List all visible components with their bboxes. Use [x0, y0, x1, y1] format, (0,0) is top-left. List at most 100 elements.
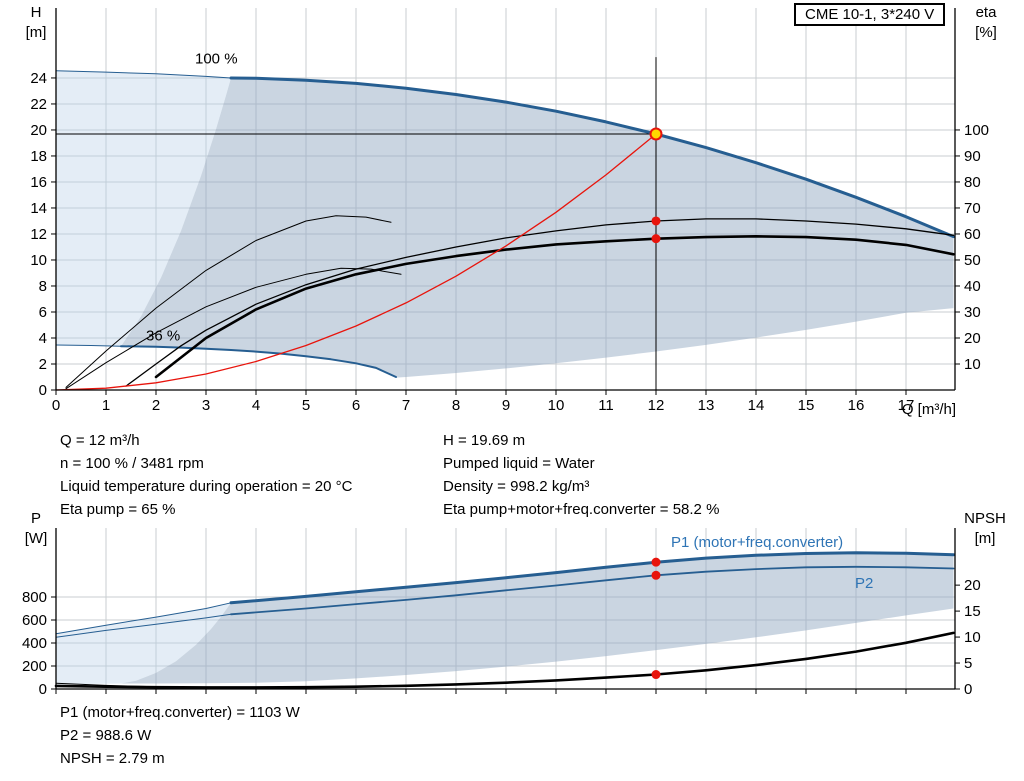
y-right-tick-label: 20	[964, 577, 981, 594]
p-axis-title: P	[30, 510, 41, 527]
y-left-tick-label: 400	[22, 635, 47, 652]
x-tick-label: 16	[848, 397, 865, 414]
x-tick-label: 4	[252, 397, 260, 414]
info-p1: P1 (motor+freq.converter) = 1103 W	[60, 704, 300, 721]
p2-duty-point	[651, 570, 661, 580]
q-axis-title: Q [m³/h]	[901, 401, 956, 418]
p2-curve	[230, 565, 955, 616]
power-envelope	[121, 552, 954, 684]
label-100pct: 100 %	[195, 51, 238, 68]
eta-reduced-speed-arc-a	[65, 215, 392, 388]
eta-total-point	[651, 234, 661, 244]
eta-pump-motor-freq-curve	[154, 235, 955, 379]
x-tick-label: 1	[102, 397, 110, 414]
axes: 0 200 400 600 800 0 5 10 15 20	[22, 528, 981, 698]
y-right-tick-label: 0	[964, 681, 972, 698]
y-left-tick-label: 800	[22, 589, 47, 606]
duty-info-right: H = 19.69 m Pumped liquid = Water Densit…	[443, 429, 719, 521]
info-liquid: Pumped liquid = Water	[443, 455, 595, 472]
duty-info-left: Q = 12 m³/h n = 100 % / 3481 rpm Liquid …	[60, 429, 352, 521]
x-tick-label: 12	[648, 397, 665, 414]
y-right-tick-label: 90	[964, 148, 981, 165]
p2-thin-extension	[55, 613, 232, 638]
y-left-tick-label: 0	[39, 681, 47, 698]
x-tick-label: 7	[402, 397, 410, 414]
y-left-tick-label: 2	[39, 356, 47, 373]
info-npsh: NPSH = 2.79 m	[60, 750, 165, 767]
x-tick-label: 2	[152, 397, 160, 414]
y-right-tick-label: 10	[964, 629, 981, 646]
y-right-tick-label: 5	[964, 655, 972, 672]
p1-curve	[229, 551, 955, 605]
x-tick-label: 9	[502, 397, 510, 414]
x-tick-label: 10	[548, 397, 565, 414]
y-left-tick-label: 10	[30, 252, 47, 269]
eta-pump-curve	[125, 218, 955, 387]
x-tick-label: 0	[52, 397, 60, 414]
max-speed-curve-thin-extension	[55, 70, 232, 79]
info-temperature: Liquid temperature during operation = 20…	[60, 478, 353, 495]
x-tick-label: 15	[798, 397, 815, 414]
npsh-curve	[54, 631, 955, 689]
y-right-tick-label: 60	[964, 226, 981, 243]
eta-reduced-speed-arc-b	[65, 267, 402, 390]
x-tick-label: 5	[302, 397, 310, 414]
y-left-tick-label: 22	[30, 96, 47, 113]
y-left-tick-label: 200	[22, 658, 47, 675]
low-flow-region	[56, 70, 231, 347]
y-left-tick-label: 18	[30, 148, 47, 165]
p-axis-unit: [W]	[24, 530, 48, 547]
y-left-tick-label: 8	[39, 278, 47, 295]
info-eta-total: Eta pump+motor+freq.converter = 58.2 %	[443, 501, 720, 518]
power-low-flow-region	[56, 602, 231, 685]
y-right-tick-label: 100	[964, 122, 989, 139]
y-left-tick-label: 14	[30, 200, 47, 217]
y-right-tick-label: 80	[964, 174, 981, 191]
y-right-tick-label: 30	[964, 304, 981, 321]
x-tick-label: 13	[698, 397, 715, 414]
eta-pump-point	[651, 216, 661, 226]
system-curve	[55, 133, 657, 391]
y-right-tick-label: 50	[964, 252, 981, 269]
y-right-tick-label: 70	[964, 200, 981, 217]
label-p2: P2	[855, 575, 873, 592]
y-left-tick-label: 4	[39, 330, 47, 347]
y-right-tick-label: 20	[964, 330, 981, 347]
y-left-tick-label: 600	[22, 612, 47, 629]
p1-duty-point	[651, 557, 661, 567]
y-left-tick-label: 20	[30, 122, 47, 139]
eta-axis-title: eta	[975, 4, 997, 21]
info-density: Density = 998.2 kg/m³	[443, 478, 590, 495]
info-head: H = 19.69 m	[443, 432, 526, 449]
info-eta-pump: Eta pump = 65 %	[60, 501, 176, 518]
npsh-axis-unit: [m]	[974, 530, 996, 547]
x-tick-label: 3	[202, 397, 210, 414]
label-36pct: 36 %	[146, 328, 180, 345]
y-right-tick-label: 40	[964, 278, 981, 295]
h-axis-title: H	[30, 4, 42, 21]
pump-model-box: CME 10-1, 3*240 V	[794, 3, 946, 26]
y-left-tick-label: 0	[39, 382, 47, 399]
duty-point[interactable]	[649, 127, 663, 141]
y-left-tick-label: 16	[30, 174, 47, 191]
min-speed-curve-thin-extension	[55, 344, 122, 347]
x-tick-label: 11	[598, 397, 614, 414]
x-tick-label: 6	[352, 397, 360, 414]
operating-envelope	[121, 78, 954, 378]
y-left-tick-label: 24	[30, 70, 47, 87]
y-left-tick-label: 12	[30, 226, 47, 243]
axes: 0 1 2 3 4 5 6 7 8 9 10 11 12 13 14 15 16 1702468101214161…	[30, 8, 989, 414]
info-p2: P2 = 988.6 W	[60, 727, 152, 744]
y-right-tick-label: 15	[964, 603, 981, 620]
power-npsh-chart: 0 200 400 600 800 0 5 10 15 20 P1 (motor+freq.conv…	[22, 528, 981, 698]
max-speed-curve-100pct	[229, 76, 955, 239]
head-efficiency-chart: 0 1 2 3 4 5 6 7 8 9 10 11 12 13 14 15 16 1702468101214161…	[30, 8, 989, 414]
label-p1: P1 (motor+freq.converter)	[671, 534, 843, 551]
x-tick-label: 14	[748, 397, 765, 414]
h-axis-unit: [m]	[25, 24, 47, 41]
power-info: P1 (motor+freq.converter) = 1103 W P2 = …	[60, 701, 300, 770]
npsh-duty-point	[651, 670, 661, 680]
info-speed: n = 100 % / 3481 rpm	[60, 455, 204, 472]
